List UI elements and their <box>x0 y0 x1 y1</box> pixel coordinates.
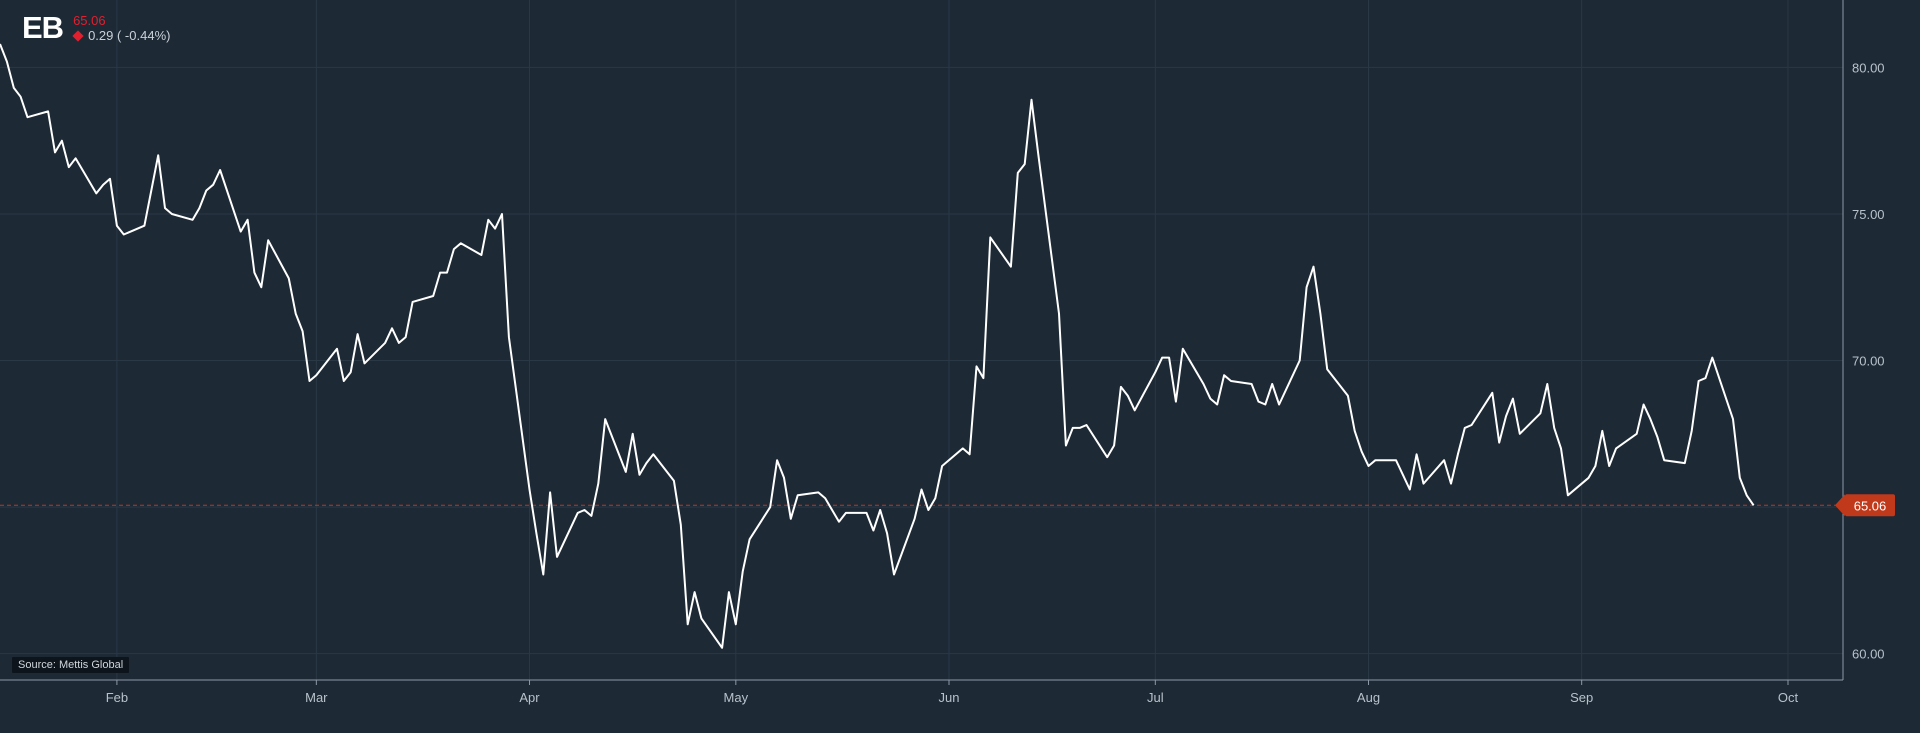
quote-block: 65.06 0.29 ( -0.44%) <box>72 10 171 44</box>
last-price-badge <box>1845 494 1895 517</box>
x-tick-label: Aug <box>1357 690 1380 705</box>
down-diamond-icon <box>72 30 84 42</box>
series-line <box>0 43 1755 649</box>
price-change-row: 0.29 ( -0.44%) <box>72 28 171 44</box>
series-layer <box>0 43 1755 649</box>
x-tick-label: Jun <box>939 690 960 705</box>
y-tick-label: 70.00 <box>1852 354 1885 369</box>
x-tick-label: Oct <box>1778 690 1799 705</box>
last-price: 65.06 <box>73 13 106 28</box>
y-tick-label: 75.00 <box>1852 207 1885 222</box>
x-tick-label: Feb <box>106 690 128 705</box>
ticker-symbol: EB <box>22 10 64 45</box>
source-label: Source: Mettis Global <box>12 657 130 673</box>
quote-header: EB 65.06 0.29 ( -0.44%) <box>22 10 170 46</box>
x-tick-label: Jul <box>1147 690 1164 705</box>
y-tick-label: 60.00 <box>1852 647 1885 662</box>
x-tick-label: Mar <box>305 690 328 705</box>
x-tick-label: May <box>724 690 749 705</box>
axes: 60.0065.0070.0075.0080.00FebMarAprMayJun… <box>0 0 1885 705</box>
x-tick-label: Sep <box>1570 690 1593 705</box>
y-tick-label: 80.00 <box>1852 60 1885 75</box>
price-change: 0.29 ( -0.44%) <box>88 28 171 43</box>
grid <box>0 0 1843 680</box>
last-price-arrow-icon <box>1835 494 1845 517</box>
x-tick-label: Apr <box>519 690 540 705</box>
last-price-marker-layer: 65.06 <box>1835 494 1895 517</box>
last-price-label: 65.06 <box>1854 498 1887 513</box>
